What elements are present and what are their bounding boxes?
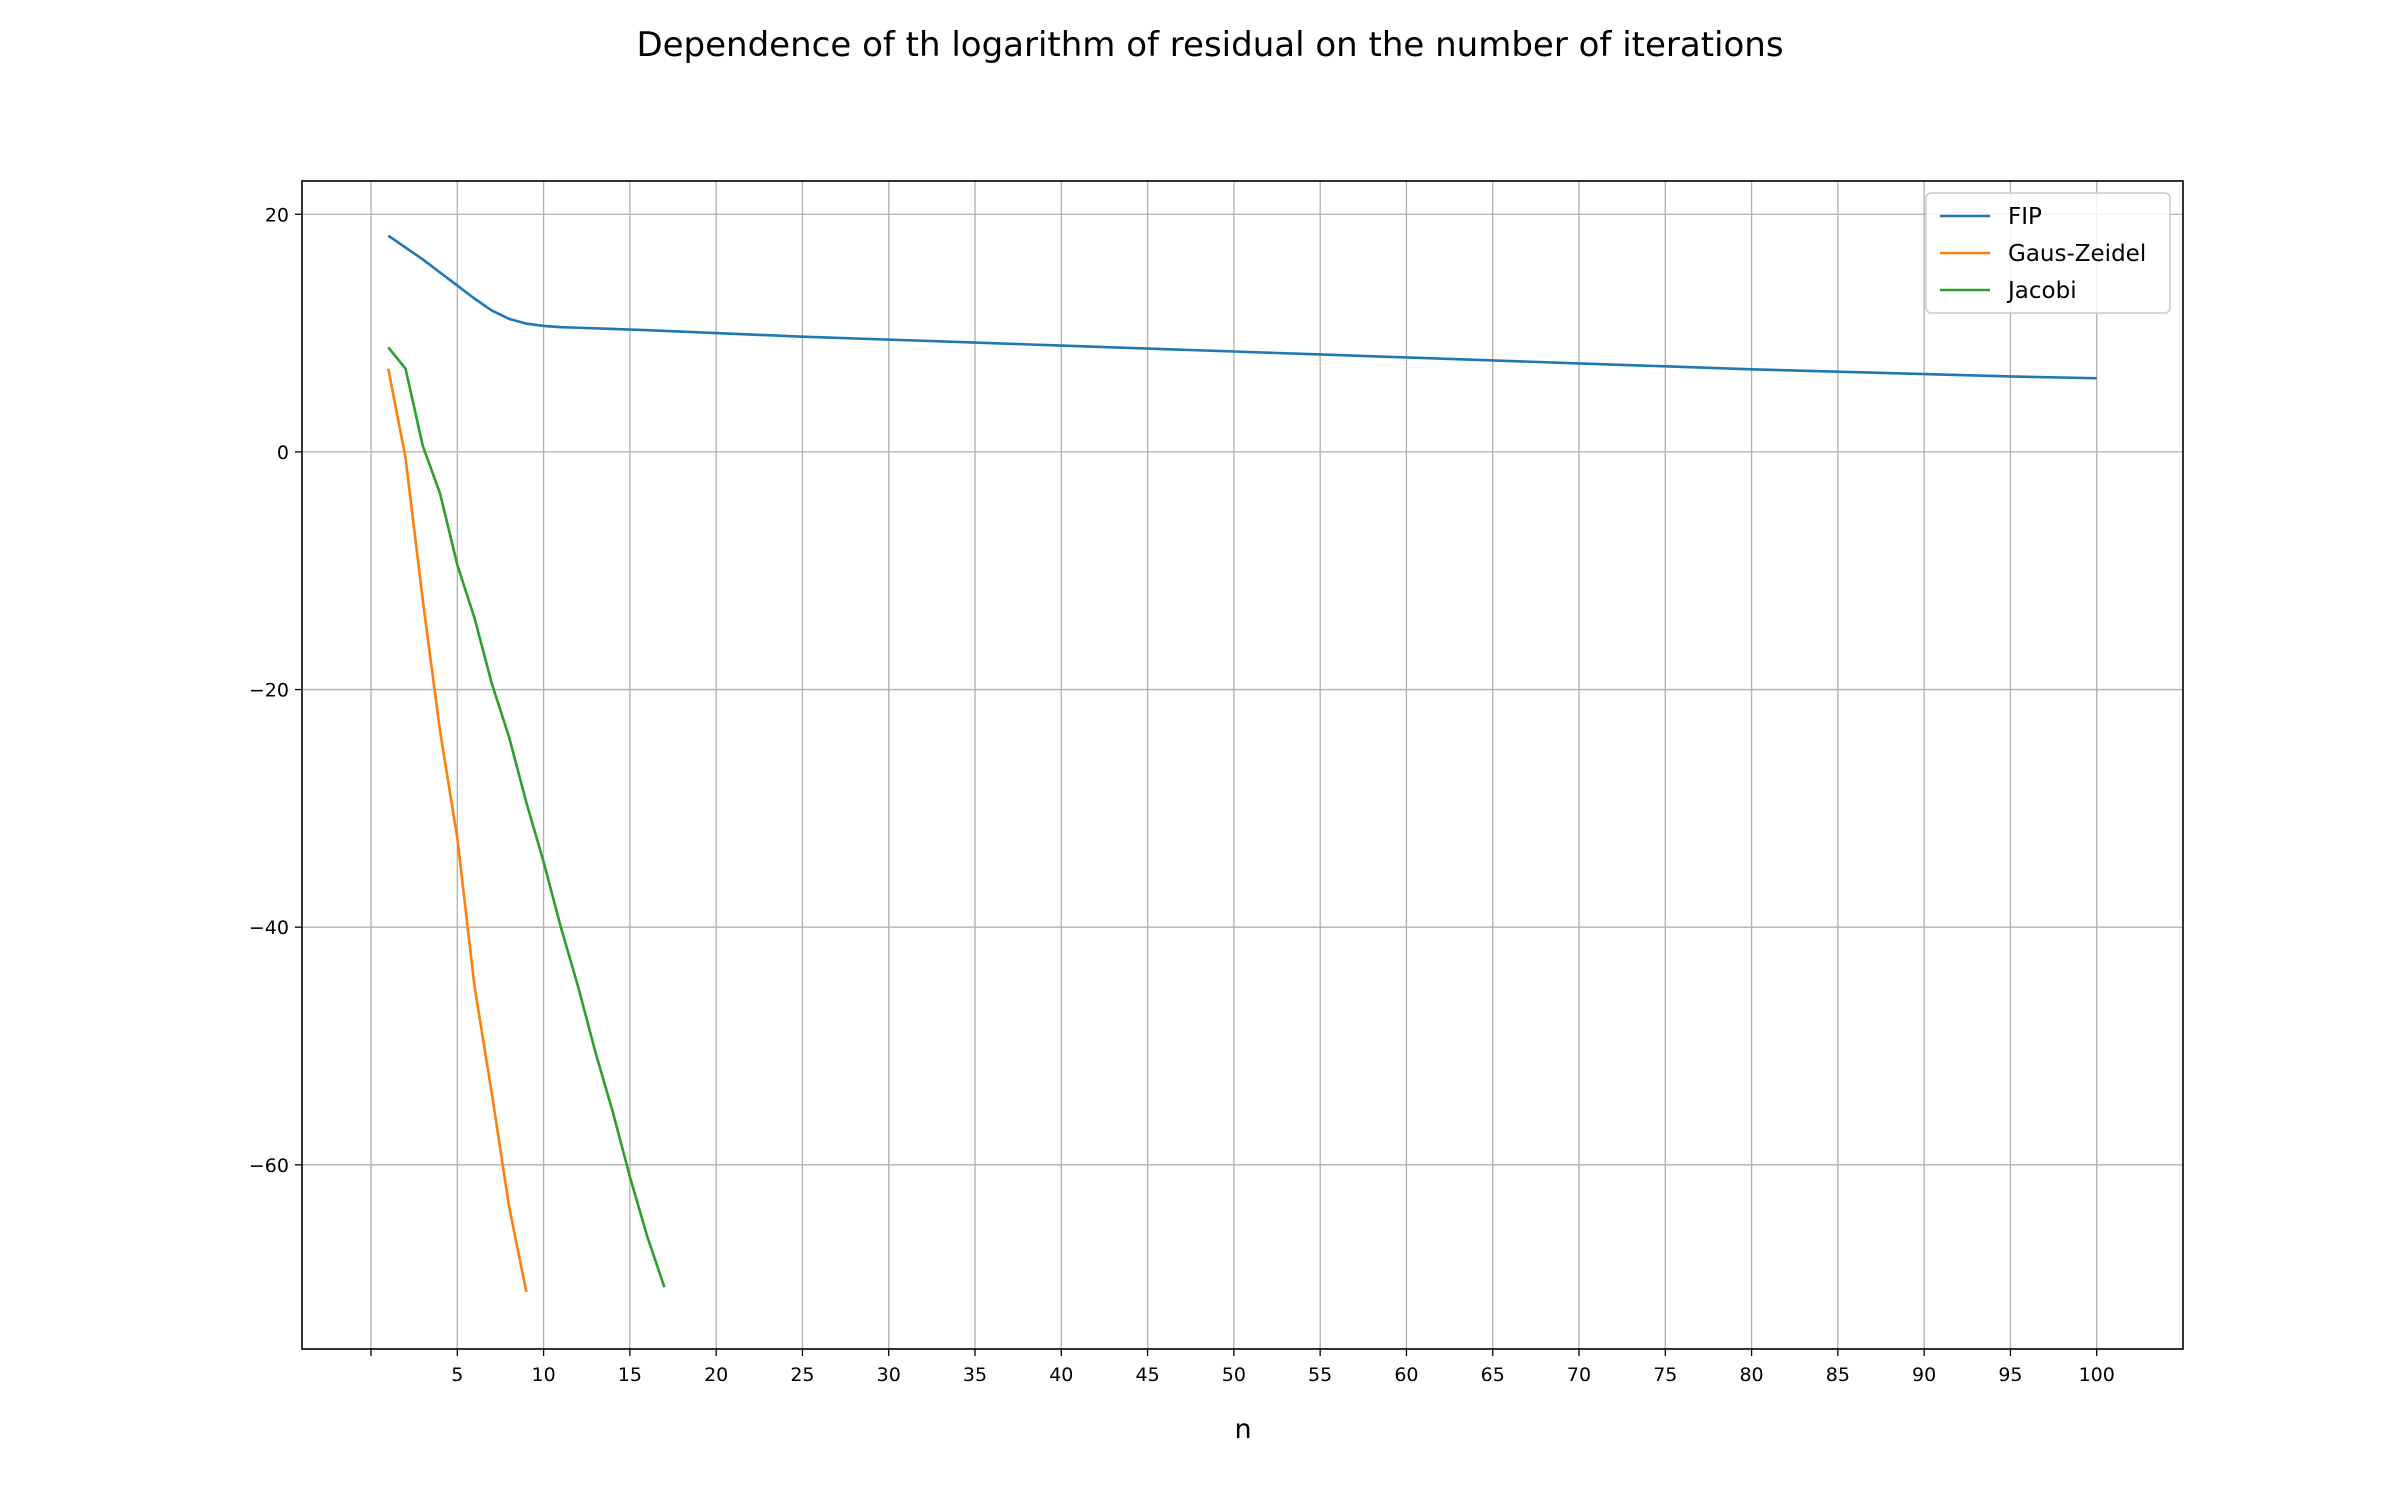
x-tick-label: 100 <box>2079 1364 2115 1386</box>
x-tick-label: 10 <box>532 1364 556 1386</box>
x-tick-label: 45 <box>1135 1364 1159 1386</box>
y-tick-label: −40 <box>249 917 289 939</box>
x-tick-label: 55 <box>1308 1364 1332 1386</box>
x-tick-label: 20 <box>704 1364 728 1386</box>
series-line-fip <box>387 234 2097 380</box>
legend-label-fip: FIP <box>2008 204 2042 230</box>
legend: FIP Gaus-Zeidel Jacobi <box>1925 192 2171 314</box>
x-axis-ticks: 5 10 15 20 25 30 35 40 45 50 55 60 65 70 75 80 85 90 95 100 <box>370 1349 2115 1386</box>
legend-label-gaus-zeidel: Gaus-Zeidel <box>2008 241 2146 267</box>
x-tick-label: 5 <box>451 1364 463 1386</box>
x-tick-label: 15 <box>618 1364 642 1386</box>
series-line-gaus-zeidel <box>387 368 528 1293</box>
chart-title: Dependence of th logarithm of residual o… <box>636 25 1783 65</box>
x-tick-label: 60 <box>1394 1364 1418 1386</box>
x-tick-label: 50 <box>1222 1364 1246 1386</box>
series-layer <box>387 234 2097 1293</box>
x-tick-label: 35 <box>963 1364 987 1386</box>
x-tick-label: 75 <box>1653 1364 1677 1386</box>
x-axis-label: n <box>1234 1414 1251 1445</box>
x-tick-label: 25 <box>790 1364 814 1386</box>
plot-frame <box>301 180 2184 1350</box>
grid-lines <box>302 181 2183 1349</box>
series-line-jacobi <box>387 346 666 1288</box>
x-tick-label: 80 <box>1739 1364 1763 1386</box>
x-tick-label: 85 <box>1826 1364 1850 1386</box>
x-tick-label: 90 <box>1912 1364 1936 1386</box>
y-tick-label: 20 <box>265 204 289 226</box>
y-tick-label: −60 <box>249 1155 289 1177</box>
y-tick-label: −20 <box>249 680 289 702</box>
x-tick-label: 95 <box>1998 1364 2022 1386</box>
x-tick-label: 70 <box>1567 1364 1591 1386</box>
legend-label-jacobi: Jacobi <box>2006 278 2077 304</box>
x-tick-label: 40 <box>1049 1364 1073 1386</box>
y-tick-label: 0 <box>277 442 289 464</box>
x-tick-label: 65 <box>1481 1364 1505 1386</box>
y-axis-ticks: 20 0 −20 −40 −60 <box>249 204 302 1177</box>
legend-box <box>1925 192 2171 314</box>
x-tick-label: 30 <box>877 1364 901 1386</box>
